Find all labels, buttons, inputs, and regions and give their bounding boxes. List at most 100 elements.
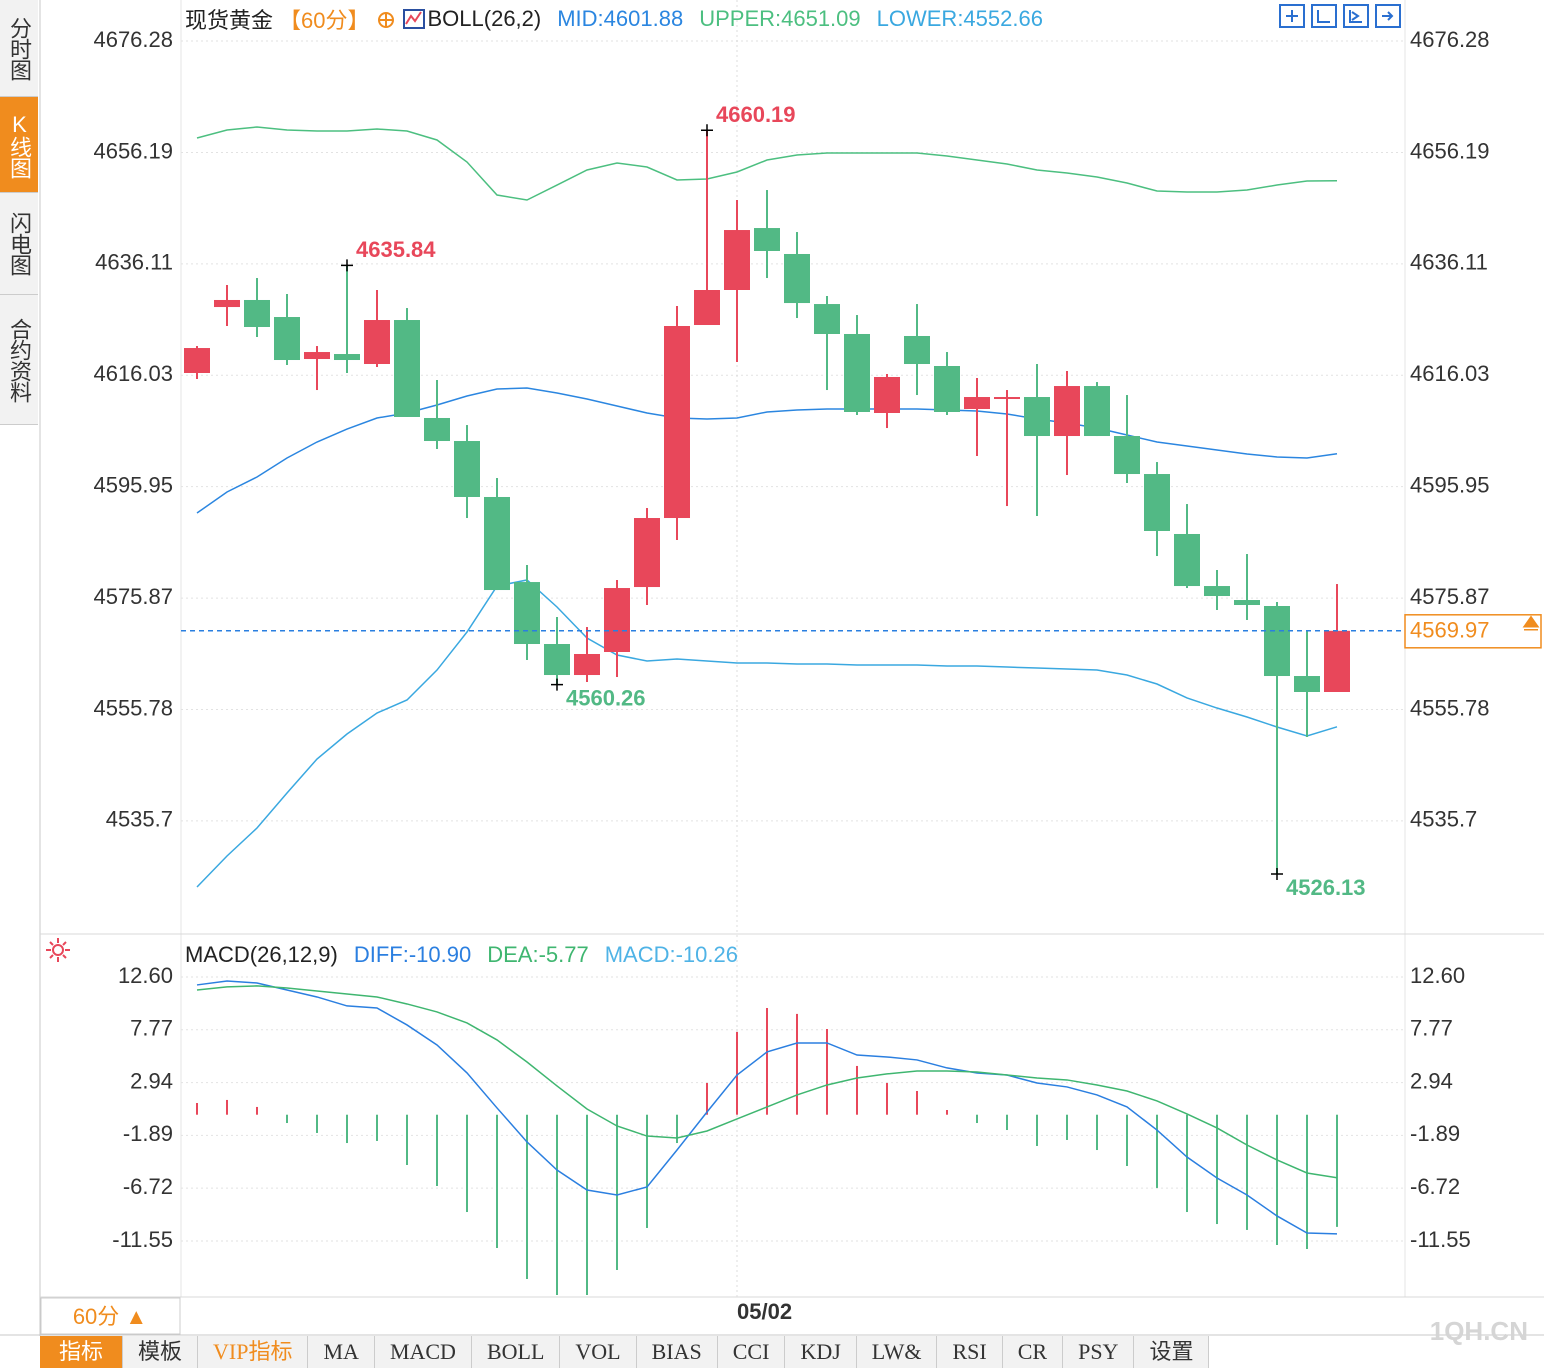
bottom-tab[interactable]: BOLL [471,1336,561,1368]
extreme-marker [551,678,563,691]
instrument: 现货黄金 [185,8,274,33]
extreme-marker [341,259,353,272]
bottom-tab[interactable]: LW& [856,1336,938,1368]
candle-body [334,354,360,361]
icon-glyph [1286,10,1394,23]
candle-body [304,352,330,360]
candle-body [1234,600,1260,606]
candle-body [1114,436,1140,475]
candle-body [544,644,570,676]
icon-button[interactable] [1375,4,1401,28]
candle-body [364,320,390,365]
indicator-line [196,387,1338,514]
y-tick-label: 4616.03 [93,361,173,386]
candle-body [784,253,810,304]
bottom-tab[interactable]: MACD [374,1336,472,1368]
last-price-box [1404,614,1542,649]
candle-body [1264,606,1290,677]
side-tab[interactable]: 闪电图 [0,193,38,295]
candle-body [574,653,600,676]
y-tick-label-right: 4636.11 [1410,250,1488,275]
macd-header: MACD(26,12,9) DIFF:-10.90 DEA:-5.77 MACD:-… [185,940,748,970]
y-tick-label-right: 12.60 [1410,963,1465,988]
y-tick-label-right: 4535.7 [1410,807,1477,832]
extreme-marker [701,124,713,137]
candle-body [724,230,750,290]
candle-body [664,326,690,519]
bottom-tab[interactable]: RSI [937,1336,1003,1368]
extreme-label: 4526.13 [1286,875,1366,900]
extreme-label: 4560.26 [566,685,646,710]
bottom-tab[interactable]: CR [1002,1336,1064,1368]
bottom-tab[interactable]: VOL [560,1336,637,1368]
candle-body [1054,386,1080,437]
y-tick-label-right: -11.55 [1410,1227,1471,1252]
y-tick-label: 4575.87 [93,584,173,609]
period-selector-box[interactable]: 60分 ▲ [40,1297,181,1335]
main-header: 现货黄金 【60分】 BOLL(26,2) MID:4601.88 UPPER:4… [185,4,1053,34]
bottom-tab[interactable]: 设置 [1134,1336,1210,1368]
candle-body [994,397,1020,400]
candle-body [964,397,990,410]
bottom-tab[interactable]: BIAS [636,1336,718,1368]
bottom-tab[interactable]: KDJ [785,1336,857,1368]
candle-body [874,376,900,413]
candle-body [1084,386,1110,437]
legend-entry: LOWER:4552.66 [876,6,1043,31]
add-icon[interactable] [376,9,396,29]
side-tab[interactable]: K线图 [0,97,38,193]
y-tick-label: -6.72 [123,1174,173,1199]
y-tick-label: 4535.7 [106,807,173,832]
side-tab[interactable]: 分时图 [0,0,38,97]
extreme-label: 4660.19 [716,102,796,127]
icon-button[interactable] [1343,4,1369,28]
candle-body [244,299,270,328]
indicator-line [196,126,1338,201]
bottom-tab[interactable]: MA [308,1336,375,1368]
watermark: 1QH.CN [1430,1316,1528,1346]
indicator-icon[interactable] [402,8,426,30]
y-tick-label-right: -1.89 [1410,1121,1460,1146]
candle-body [454,441,480,497]
candle-body [184,348,210,373]
indicator-line [196,985,1338,1179]
candle-body [274,317,300,361]
candle-body [1024,397,1050,437]
candle-body [904,335,930,365]
bottom-tab[interactable]: PSY [1063,1336,1135,1368]
y-tick-label: 2.94 [130,1068,173,1093]
toolbar-icons [1279,4,1401,28]
bottom-tab[interactable]: 指标 [40,1336,124,1368]
y-tick-label: 7.77 [130,1016,173,1041]
legend-entry: DIFF:-10.90 [353,942,472,967]
candle-body [1204,586,1230,597]
candle-body [694,290,720,326]
candle-body [934,366,960,412]
side-tab[interactable]: 合约资料 [0,295,38,425]
icon-button[interactable] [1311,4,1337,28]
candle-body [1324,630,1350,692]
candle-body [514,582,540,645]
bottom-tab[interactable]: VIP指标 [198,1336,309,1368]
last-price-label: 4569.97 [1410,618,1490,643]
candle-body [814,304,840,334]
candle-body [484,496,510,591]
y-tick-label: 4656.19 [93,138,173,163]
macd-title: MACD(26,12,9) [185,942,338,967]
candle-body [214,299,240,308]
y-tick-label-right: 2.94 [1410,1068,1453,1093]
candle-body [394,320,420,417]
y-tick-label: -11.55 [112,1227,173,1252]
y-tick-label: -1.89 [123,1121,173,1146]
macd-icon [46,938,70,962]
indicator: BOLL(26,2) [427,6,542,31]
period-selector[interactable]: 60分 ▲ [73,1304,147,1329]
bottom-tabs: 指标 模板 VIP指标 MA MACD BOLL VOL BIAS CCI KDJ LW& RSI CR… [40,1336,1210,1368]
candle-body [604,588,630,652]
icon-button[interactable] [1279,4,1305,28]
bottom-tab[interactable]: CCI [717,1336,786,1368]
bottom-tab[interactable]: 模板 [123,1336,199,1368]
y-tick-label-right: -6.72 [1410,1174,1460,1199]
